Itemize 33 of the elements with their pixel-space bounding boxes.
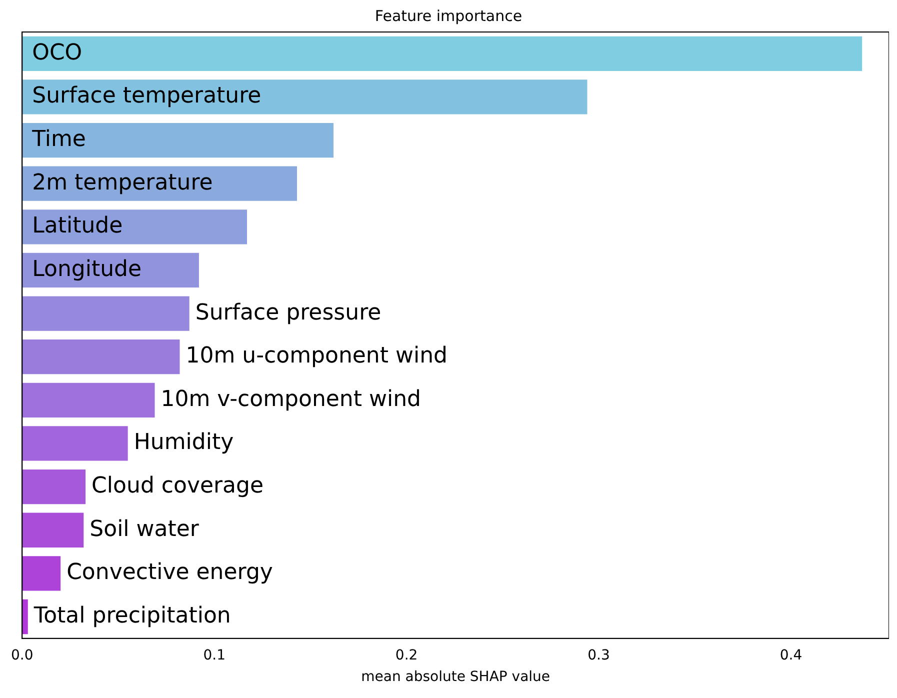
bar xyxy=(22,80,588,114)
bar xyxy=(22,122,334,158)
y-tick-label: 10m v-component wind xyxy=(160,386,422,412)
chart-title: Feature importance xyxy=(374,6,522,25)
y-tick-label: Total precipitation xyxy=(32,603,231,628)
y-tick-label: Cloud coverage xyxy=(92,474,264,499)
x-tick-label: 0.0 xyxy=(11,647,34,664)
y-tick-label: Humidity xyxy=(134,430,234,456)
bar xyxy=(22,469,86,504)
x-tick-label: 0.1 xyxy=(203,647,226,664)
y-tick-label: Soil water xyxy=(90,516,200,542)
x-tick-label: 0.2 xyxy=(395,647,418,664)
y-tick-label: Surface temperature xyxy=(32,84,262,109)
y-tick-label: 10m u-component wind xyxy=(186,344,448,369)
y-tick-label: Time xyxy=(31,127,86,152)
bar xyxy=(22,512,84,548)
x-tick-label: 0.4 xyxy=(780,647,802,664)
bar xyxy=(22,210,248,244)
bar xyxy=(22,599,28,634)
y-tick-label: Longitude xyxy=(32,256,142,282)
bar xyxy=(22,382,155,418)
x-axis-title: mean absolute SHAP value xyxy=(361,669,550,686)
x-tick-label: 0.3 xyxy=(588,647,610,664)
bar xyxy=(22,556,61,591)
bar xyxy=(22,36,862,71)
bar xyxy=(22,340,180,374)
y-tick-label: Surface pressure xyxy=(195,300,382,326)
bar xyxy=(22,296,190,331)
y-tick-label: Convective energy xyxy=(66,560,273,586)
y-tick-label: Latitude xyxy=(32,214,123,239)
y-tick-label: 2m temperature xyxy=(32,170,213,196)
bar xyxy=(22,426,128,461)
y-tick-label: OCO xyxy=(32,40,82,66)
